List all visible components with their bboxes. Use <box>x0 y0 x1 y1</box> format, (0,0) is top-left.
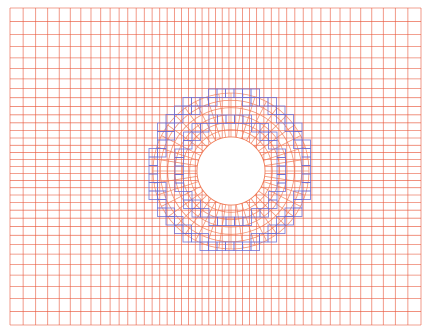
annulus-spoke <box>235 204 244 249</box>
annulus-spoke <box>161 186 201 207</box>
fringe-cell-outer <box>276 224 286 234</box>
inner-hole <box>196 136 266 206</box>
annulus-spoke <box>264 175 309 184</box>
fringe-cell-inner <box>276 182 286 192</box>
fringe-cell-inner <box>191 131 201 141</box>
annulus-spoke <box>175 194 208 227</box>
fringe-cell-inner <box>200 208 210 218</box>
fringe-cell-inner <box>268 199 278 209</box>
annulus-spoke <box>195 201 216 241</box>
annulus-spoke <box>156 146 199 161</box>
annulus-spoke <box>263 146 306 161</box>
annulus-spoke <box>175 115 208 148</box>
fringe-cell-outer <box>301 190 311 200</box>
fringe-cell-outer <box>165 131 175 141</box>
fringe-cell-inner <box>242 114 252 124</box>
annulus-spoke <box>218 204 227 249</box>
annulus-spoke <box>246 201 267 241</box>
annulus-spoke <box>261 186 301 207</box>
annulus-spoke <box>254 115 287 148</box>
fringe-cell-inner <box>200 123 210 133</box>
annulus-spoke <box>153 158 198 167</box>
background-cartesian-grid <box>9 7 422 326</box>
fringe-cell-inner <box>268 140 278 150</box>
fringe-cell-inner <box>174 182 184 192</box>
annulus-spoke <box>218 93 227 138</box>
annulus-spoke <box>246 101 267 141</box>
fringe-cell-outer <box>191 105 201 115</box>
annulus-spoke <box>156 181 199 196</box>
fringe-cell-inner <box>242 216 252 226</box>
annulus-spoke <box>258 124 295 152</box>
annulus-spoke <box>241 203 256 246</box>
fringe-cell-inner <box>259 208 269 218</box>
fringe-cell-outer <box>293 207 303 217</box>
annulus-spoke <box>206 96 221 139</box>
annulus-spoke <box>258 190 295 218</box>
annulus-spoke <box>195 101 216 141</box>
annulus-spoke <box>161 135 201 156</box>
annulus-spoke <box>241 96 256 139</box>
fringe-cell-outer <box>250 241 260 251</box>
annulus-spoke <box>184 107 212 144</box>
annulus-spoke <box>206 203 221 246</box>
annulus-spoke <box>167 190 204 218</box>
annulus-spoke <box>254 194 287 227</box>
fringe-cell-outer <box>174 114 184 124</box>
annulus-spoke <box>184 198 212 235</box>
fringe-cell-outer <box>208 97 218 107</box>
annulus-spoke <box>250 198 278 235</box>
fringe-cell-outer <box>148 182 158 192</box>
annulus-spoke <box>264 158 309 167</box>
fringe-boundary-cells <box>148 88 311 251</box>
annulus-spoke <box>263 181 306 196</box>
fringe-cell-outer <box>157 148 167 158</box>
fringe-cell-outer <box>284 216 294 226</box>
fringe-cell-outer <box>216 241 226 251</box>
fringe-cell-inner <box>183 140 193 150</box>
annulus-spoke <box>167 124 204 152</box>
fringe-cell-outer <box>267 233 277 243</box>
annulus-spoke <box>261 135 301 156</box>
annulus-spoke <box>250 107 278 144</box>
